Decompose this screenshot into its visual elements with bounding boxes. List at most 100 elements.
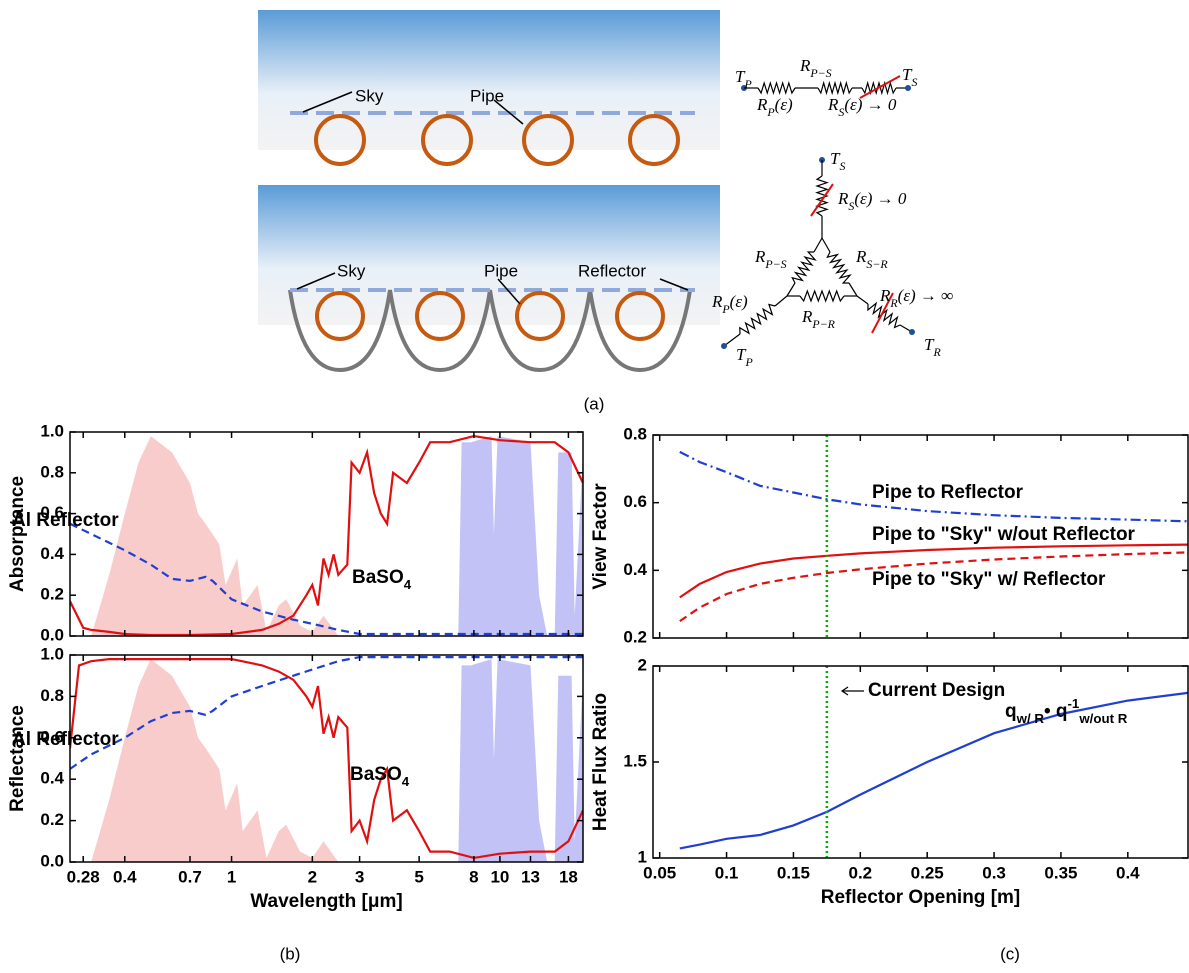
x-tick-label: 8	[469, 867, 478, 886]
math-label: TS	[830, 149, 845, 173]
annotation: qw/ R• q-1w/out R	[1005, 696, 1128, 726]
caption: (c)	[1000, 944, 1020, 963]
y-tick-label: 0.0	[40, 851, 64, 870]
subscript: S−R	[866, 257, 888, 271]
wire	[814, 238, 822, 252]
y-tick-label: 0.4	[40, 769, 64, 788]
spectrum-area	[91, 436, 338, 636]
y-axis-label: Heat Flux Ratio	[590, 693, 611, 831]
plot-area	[70, 436, 583, 636]
x-tick-label: 13	[521, 867, 540, 886]
y-tick-label: 0.4	[40, 544, 64, 563]
wire	[849, 283, 857, 296]
resistor	[800, 291, 844, 301]
text-part: BaSO	[352, 567, 404, 588]
text-part: R	[756, 95, 768, 114]
y-tick-label: 0.8	[40, 686, 64, 705]
text-part: R	[855, 247, 867, 266]
text-part: (ε) → 0	[854, 189, 907, 208]
subscript: w/out R	[1078, 711, 1127, 726]
label: Sky	[337, 261, 366, 280]
text-part: BaSO	[350, 764, 402, 785]
subscript: P	[766, 105, 774, 119]
subscript: S	[911, 75, 917, 89]
x-tick-label: 0.7	[178, 867, 202, 886]
text-part: (ε)	[775, 95, 793, 114]
x-tick-label: 0.25	[911, 863, 944, 882]
resistor	[818, 83, 852, 93]
text-part: R	[837, 189, 849, 208]
math-label: TR	[924, 335, 941, 359]
x-tick-label: 0.1	[715, 863, 739, 882]
wire	[857, 296, 868, 304]
text-part: q	[1051, 701, 1068, 722]
x-axis-label: Reflector Opening [m]	[821, 887, 1021, 908]
math-label: RP−S	[799, 56, 832, 80]
annotation: Al Reflector	[12, 510, 119, 531]
math-label: RS(ε) → 0	[837, 189, 907, 213]
text-part: R	[754, 247, 766, 266]
subscript: P	[743, 77, 751, 91]
spectrum-area	[458, 659, 583, 862]
y-tick-label: 1.0	[40, 421, 64, 440]
x-axis-label: Wavelength [μm]	[250, 891, 402, 912]
subscript: w/ R	[1016, 711, 1045, 726]
y-tick-label: 0.2	[40, 810, 64, 829]
plot-area	[70, 657, 583, 862]
subscript: 4	[402, 774, 410, 789]
x-tick-label: 0.4	[113, 867, 137, 886]
resistor	[792, 252, 815, 283]
y-tick-label: 0.2	[40, 585, 64, 604]
subscript: S	[839, 159, 845, 173]
superscript: -1	[1068, 696, 1080, 711]
label: Pipe	[484, 261, 518, 280]
label: Pipe	[470, 86, 504, 105]
subscript: P−S	[809, 66, 831, 80]
text-part: R	[801, 307, 813, 326]
annotation: Current Design	[868, 680, 1005, 701]
subscript: R	[932, 345, 941, 359]
subscript: P−S	[764, 257, 786, 271]
text-part: R	[799, 56, 811, 75]
x-tick-label: 18	[559, 867, 578, 886]
math-label: RR(ε) → ∞	[879, 286, 953, 310]
subscript: P	[744, 355, 752, 369]
wire	[822, 238, 830, 252]
y-tick-label: 0.4	[623, 560, 647, 579]
text-part: R	[879, 286, 891, 305]
wire	[775, 296, 787, 306]
math-label: RP−S	[754, 247, 787, 271]
x-tick-label: 0.05	[643, 863, 676, 882]
resistor	[827, 252, 850, 283]
text-part: R	[827, 95, 839, 114]
annotation: Pipe to "Sky" w/out Reflector	[872, 524, 1136, 545]
spectrum-area	[458, 436, 583, 636]
y-tick-label: 0.8	[40, 462, 64, 481]
x-tick-label: 10	[490, 867, 509, 886]
label: Reflector	[578, 261, 646, 280]
x-tick-label: 5	[414, 867, 423, 886]
caption: (a)	[584, 394, 605, 413]
y-tick-label: 0.2	[623, 627, 647, 646]
subscript: P	[721, 302, 729, 316]
subscript: P−R	[811, 317, 835, 331]
y-tick-label: 0.0	[40, 625, 64, 644]
x-tick-label: 0.28	[67, 867, 100, 886]
x-tick-label: 3	[355, 867, 364, 886]
text-part: R	[711, 292, 723, 311]
math-label: TP	[736, 345, 753, 369]
y-tick-label: 1.5	[623, 751, 647, 770]
math-label: RS−R	[855, 247, 888, 271]
wire	[787, 283, 795, 296]
node	[909, 329, 915, 335]
annotation: Pipe to Reflector	[872, 482, 1024, 503]
math-label: RS(ε) → 0	[827, 95, 897, 119]
text-part: q	[1005, 701, 1017, 722]
annotation: BaSO4	[352, 567, 412, 592]
x-tick-label: 1	[227, 867, 236, 886]
x-tick-label: 0.35	[1044, 863, 1077, 882]
x-tick-label: 0.3	[982, 863, 1006, 882]
sky-region	[258, 10, 720, 150]
figure: SkyPipeSkyPipeReflectorTPRP−STSRP(ε)RS(ε…	[0, 0, 1189, 973]
